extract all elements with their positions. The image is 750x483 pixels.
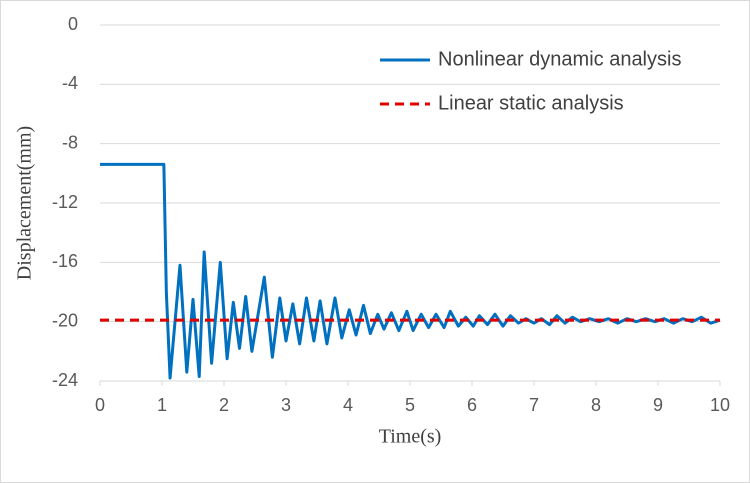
- y-tick-label: -20: [52, 310, 78, 330]
- y-tick-label: -24: [52, 370, 78, 390]
- legend-label: Nonlinear dynamic analysis: [438, 48, 681, 70]
- x-tick-label: 10: [710, 395, 730, 415]
- x-tick-label: 3: [281, 395, 291, 415]
- x-tick-label: 0: [95, 395, 105, 415]
- y-tick-label: 0: [68, 14, 78, 34]
- y-axis-title: Displacement(mm): [14, 126, 36, 280]
- x-tick-label: 4: [343, 395, 353, 415]
- y-tick-label: -8: [62, 132, 78, 152]
- x-tick-label: 9: [653, 395, 663, 415]
- x-tick-label: 8: [591, 395, 601, 415]
- x-tick-label: 7: [529, 395, 539, 415]
- x-axis-title: Time(s): [379, 426, 442, 448]
- x-tick-label: 6: [467, 395, 477, 415]
- x-tick-label: 5: [405, 395, 415, 415]
- y-tick-label: -16: [52, 251, 78, 271]
- y-tick-label: -4: [62, 73, 78, 93]
- x-tick-label: 2: [219, 395, 229, 415]
- x-tick-label: 1: [157, 395, 167, 415]
- y-tick-label: -12: [52, 192, 78, 212]
- legend-label: Linear static analysis: [438, 92, 624, 114]
